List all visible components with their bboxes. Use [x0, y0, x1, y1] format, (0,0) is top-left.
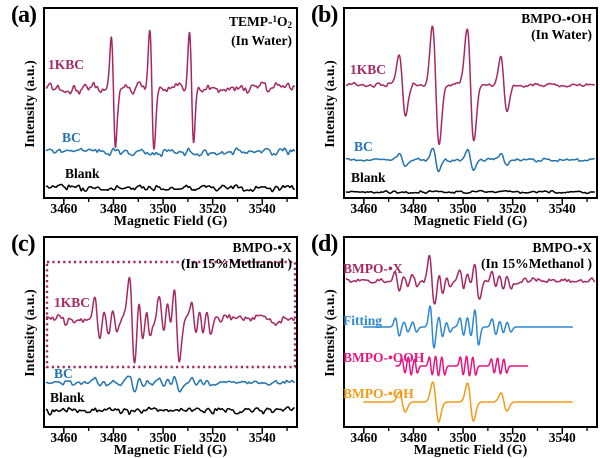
trace-BMPO-•OH [363, 381, 573, 423]
panel-a-x-axis-label: Magnetic Field (G) [113, 214, 228, 229]
x-tick-label: 3540 [548, 201, 576, 216]
trace-Blank [45, 183, 295, 193]
trace-BMPO-•X [345, 254, 595, 305]
panel-d-x-axis-label: Magnetic Field (G) [413, 443, 528, 458]
panel-c-plot [43, 236, 298, 434]
x-tick-label: 3500 [149, 430, 177, 445]
trace-label-bmpo-ooh: BMPO-•OOH [343, 350, 425, 365]
x-tick-label: 3540 [248, 430, 276, 445]
panel-c-x-axis-label: Magnetic Field (G) [113, 443, 228, 458]
trace-BMPO-•OOH [395, 355, 529, 377]
trace-Fitting [363, 305, 573, 349]
x-tick-label: 3520 [199, 201, 227, 216]
trace-label-fitting: Fitting [343, 313, 382, 328]
trace-1KBC [45, 276, 295, 364]
plot-frame [43, 236, 298, 428]
panel-a-title: TEMP-1O2 (In Water) [229, 11, 292, 49]
x-tick-label: 3520 [499, 201, 527, 216]
trace-label-bmpo-oh: BMPO-•OH [343, 386, 414, 401]
trace-Blank [345, 189, 595, 195]
panel-c-letter: (c) [11, 231, 36, 257]
trace-label-bc: BC [354, 139, 373, 154]
x-tick-label: 3500 [149, 201, 177, 216]
x-tick-label: 3460 [350, 201, 378, 216]
plot-frame [43, 7, 298, 199]
panel-d-y-axis-label: Intensity (a.u.) [323, 289, 338, 377]
panel-c-tick-row: 3460 3480 3500 3520 3540 [0, 430, 300, 446]
trace-BC [345, 147, 595, 173]
panel-a-letter: (a) [11, 2, 37, 28]
panel-a: (a) TEMP-1O2 (In Water) Intensity (a.u.)… [0, 0, 300, 229]
panel-b-tick-row: 3460 3480 3500 3520 3540 [300, 201, 600, 217]
x-tick-label: 3480 [399, 201, 427, 216]
x-tick-label: 3480 [99, 201, 127, 216]
x-tick-label: 3500 [449, 201, 477, 216]
trace-label-blank: Blank [50, 390, 85, 405]
trace-1KBC [45, 29, 295, 150]
trace-label-1kbc: 1KBC [48, 57, 85, 72]
panel-c: (c) BMPO-•X (In 15%Methanol ) Intensity … [0, 229, 300, 458]
panel-d-title: BMPO-•X (In 15%Methanol ) [481, 240, 592, 272]
trace-label-1kbc: 1KBC [350, 62, 387, 77]
plot-frame [343, 7, 598, 199]
panel-d-title-line2: (In 15%Methanol ) [481, 256, 592, 271]
panel-d-title-line1: BMPO-•X [532, 240, 592, 255]
trace-Blank [45, 406, 295, 416]
panel-d: (d) BMPO-•X (In 15%Methanol ) Intensity … [300, 229, 600, 458]
panel-a-y-axis-label: Intensity (a.u.) [23, 60, 38, 148]
panel-c-title-line2: (In 15%Methanol ) [181, 256, 292, 271]
trace-label-blank: Blank [65, 166, 100, 181]
panel-b-y-axis-label: Intensity (a.u.) [323, 60, 338, 148]
trace-BC [45, 375, 295, 393]
panel-d-plot [343, 236, 598, 434]
trace-1KBC [345, 25, 595, 146]
panel-b-x-axis-label: Magnetic Field (G) [413, 214, 528, 229]
x-tick-label: 3480 [399, 430, 427, 445]
panel-b: (b) BMPO-•OH (In Water) Intensity (a.u.)… [300, 0, 600, 229]
panel-a-tick-row: 3460 3480 3500 3520 3540 [0, 201, 300, 217]
panel-a-title-line2: (In Water) [231, 33, 292, 48]
trace-label-bmpo-x: BMPO-•X [343, 261, 403, 276]
trace-label-bc: BC [62, 130, 81, 145]
panel-c-y-axis-label: Intensity (a.u.) [23, 289, 38, 377]
x-tick-label: 3540 [248, 201, 276, 216]
plot-frame [343, 236, 598, 428]
panel-a-plot [43, 7, 298, 205]
x-tick-label: 3480 [99, 430, 127, 445]
panel-b-plot [343, 7, 598, 205]
x-tick-label: 3540 [548, 430, 576, 445]
trace-label-bc: BC [54, 366, 73, 381]
panel-c-title-line1: BMPO-•X [232, 240, 292, 255]
highlight-box [45, 260, 297, 369]
x-tick-label: 3460 [350, 430, 378, 445]
panel-b-letter: (b) [311, 2, 338, 28]
panel-c-title: BMPO-•X (In 15%Methanol ) [181, 240, 292, 272]
panel-b-title-line2: (In Water) [531, 27, 592, 42]
x-tick-label: 3460 [50, 201, 78, 216]
x-tick-label: 3500 [449, 430, 477, 445]
x-tick-label: 3460 [50, 430, 78, 445]
x-tick-label: 3520 [499, 430, 527, 445]
panel-a-title-line1: TEMP-1O2 [228, 14, 292, 30]
trace-label-blank: Blank [351, 170, 386, 185]
panel-b-title-line1: BMPO-•OH [521, 11, 592, 26]
panel-d-tick-row: 3460 3480 3500 3520 3540 [300, 430, 600, 446]
panel-d-letter: (d) [311, 231, 338, 257]
trace-BC [45, 147, 295, 158]
x-tick-label: 3520 [199, 430, 227, 445]
panel-b-title: BMPO-•OH (In Water) [521, 11, 592, 43]
trace-label-1kbc: 1KBC [54, 295, 91, 310]
